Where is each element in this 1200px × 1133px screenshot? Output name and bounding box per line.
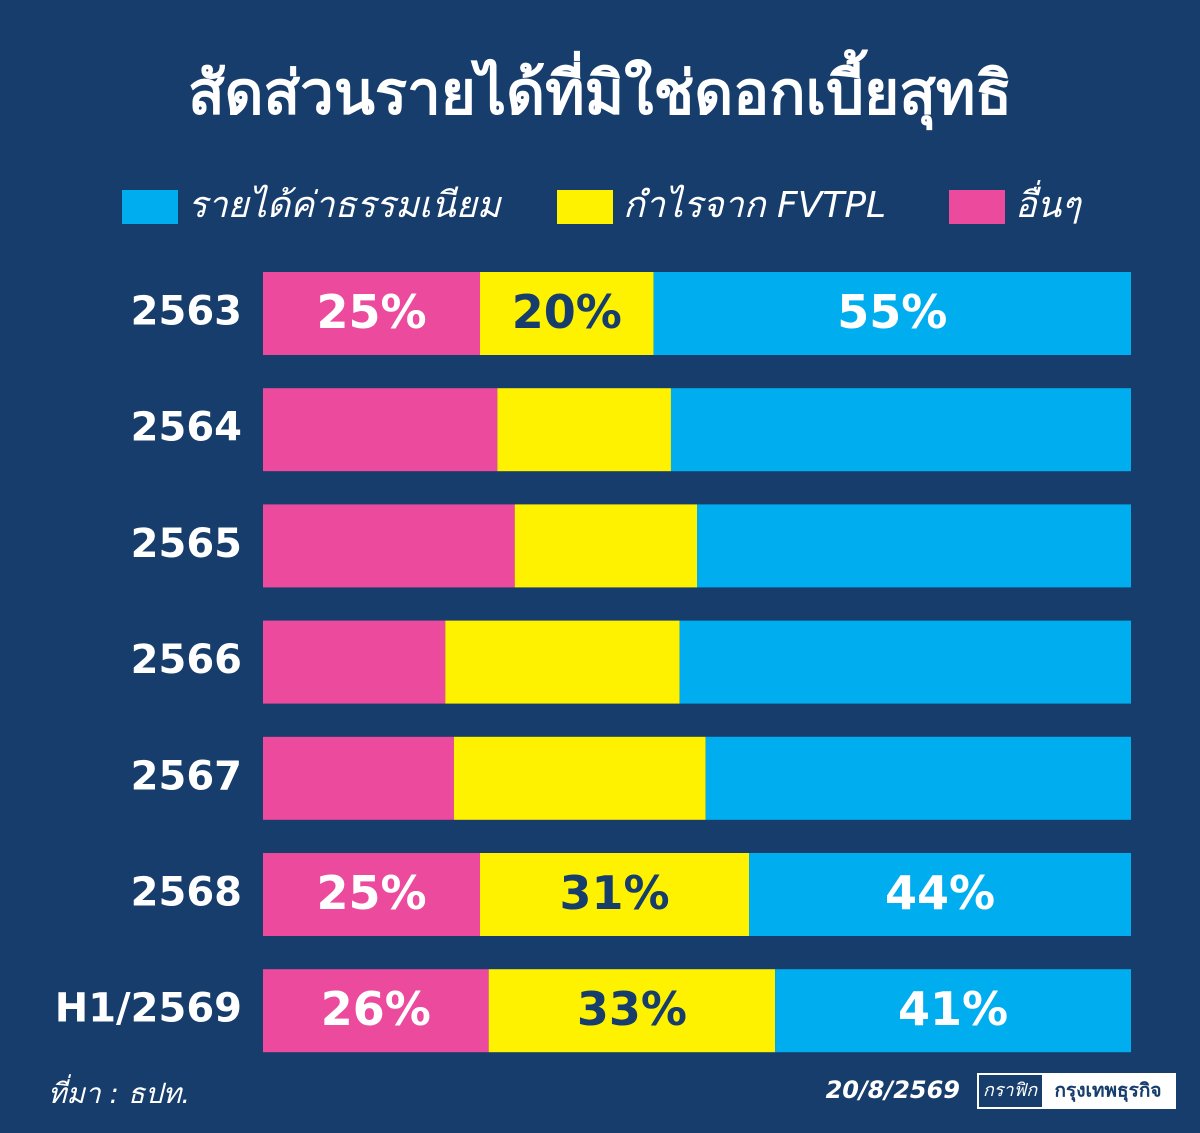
- bar-segment: [775, 969, 1131, 1053]
- bar-segment: [263, 620, 446, 704]
- bar-segment: [497, 388, 671, 472]
- data-label: 44%: [885, 866, 995, 920]
- bar-segment: [480, 272, 654, 355]
- legend-swatch: [949, 190, 1005, 224]
- bar-segment: [749, 853, 1131, 936]
- data-label: 25%: [316, 866, 426, 920]
- bar-segment: [263, 388, 498, 472]
- bar-segment: [263, 853, 480, 936]
- data-label: 26%: [321, 982, 431, 1036]
- bar-segment: [263, 504, 515, 588]
- bar-segment: [697, 504, 1131, 588]
- bar-segment: [263, 272, 480, 355]
- legend-label: อื่นๆ: [1015, 179, 1082, 226]
- y-tick-label: H1/2569: [55, 986, 242, 1032]
- bar-segment: [263, 736, 454, 820]
- y-tick-label: 2566: [131, 637, 242, 683]
- data-label: 25%: [316, 285, 426, 339]
- y-tick-label: 2563: [131, 289, 242, 335]
- y-tick-label: 2564: [131, 405, 242, 451]
- bar-segment: [514, 504, 697, 588]
- legend-swatch: [557, 190, 613, 224]
- bar-segment: [453, 736, 706, 820]
- y-tick-label: 2568: [131, 870, 242, 916]
- credit-prefix: กราฟิก: [983, 1080, 1038, 1101]
- data-label: 20%: [512, 285, 622, 339]
- y-tick-label: 2567: [131, 753, 242, 799]
- chart-title: สัดส่วนรายได้ที่มิใช่ดอกเบี้ยสุทธิ: [188, 49, 1012, 131]
- bar-segment: [705, 736, 1131, 820]
- data-label: 31%: [559, 866, 669, 920]
- y-tick-label: 2565: [131, 521, 242, 567]
- bar-segment: [480, 853, 750, 936]
- source: ที่มา : ธปท.: [48, 1074, 190, 1110]
- bar-segment: [653, 272, 1131, 355]
- credit-name: กรุงเทพธุรกิจ: [1055, 1080, 1162, 1103]
- legend-label: รายได้ค่าธรรมเนียม: [188, 184, 503, 226]
- bar-segment: [670, 388, 1131, 472]
- data-label: 55%: [837, 285, 947, 339]
- data-label: 41%: [898, 982, 1008, 1036]
- bar-segment: [445, 620, 680, 704]
- credit-fill: [1042, 1074, 1175, 1108]
- date: 20/8/2569: [826, 1076, 960, 1104]
- data-label: 33%: [577, 982, 687, 1036]
- bar-segment: [488, 969, 776, 1053]
- bar-segment: [679, 620, 1131, 704]
- bar-segment: [263, 969, 489, 1053]
- legend-label: กำไรจาก FVTPL: [623, 184, 886, 226]
- legend-swatch: [122, 190, 178, 224]
